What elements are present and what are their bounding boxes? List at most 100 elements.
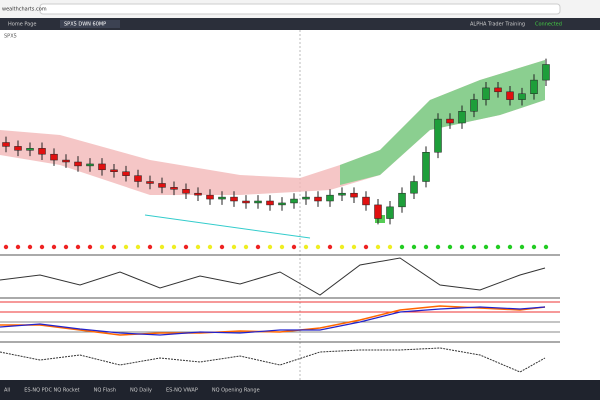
cloud-green [340, 60, 545, 185]
candle-body [122, 171, 130, 176]
candle-body [170, 187, 178, 190]
url: wealthcharts.com [2, 7, 47, 13]
signal-dot [351, 244, 357, 250]
bottom-tab[interactable]: All [4, 388, 10, 394]
signal-dot [195, 244, 201, 250]
candle-body [278, 202, 286, 206]
candle-body [386, 206, 394, 219]
signal-dot [111, 244, 117, 250]
signal-dot [435, 244, 441, 250]
signal-dot [423, 244, 429, 250]
bottom-tabs: All ES-NQ PDC NQ Rocket NQ Flash NQ Daily ES… [4, 388, 260, 394]
signal-dot [51, 244, 57, 250]
candle-body [38, 148, 46, 155]
signal-box [375, 215, 385, 223]
signal-dot [63, 244, 69, 250]
signal-dot [183, 244, 189, 250]
candle-body [446, 118, 454, 124]
signal-dot [399, 244, 405, 250]
candle-body [470, 99, 478, 112]
signal-dot [543, 244, 549, 250]
cloud-red [0, 60, 545, 195]
active-tab [60, 20, 120, 28]
bottom-tab[interactable]: ES-NQ VWAP [166, 388, 198, 394]
candle-body [14, 146, 22, 151]
signal-dot [291, 244, 297, 250]
toolbar [0, 18, 600, 30]
histogram-line [0, 347, 546, 373]
signal-dot [375, 244, 381, 250]
signal-dot [255, 244, 261, 250]
candle-body [542, 64, 550, 81]
signal-dot [159, 244, 165, 250]
candle-body [302, 196, 310, 200]
address-bar[interactable] [39, 3, 561, 15]
bottom-tab[interactable]: NQ Daily [130, 388, 152, 394]
bottom-bar [0, 380, 600, 400]
signal-dot [219, 244, 225, 250]
signal-dot [39, 244, 45, 250]
candle-body [398, 192, 406, 208]
candle-body [74, 161, 82, 167]
signal-dot [363, 244, 369, 250]
candle-body [98, 163, 106, 171]
status: Connected [535, 22, 562, 28]
bottom-tab[interactable]: ES-NQ PDC NQ Rocket [24, 388, 79, 394]
symbol: SPX5 [4, 34, 17, 40]
signal-dot [495, 244, 501, 250]
signal-dot [519, 244, 525, 250]
signal-dot [15, 244, 21, 250]
signal-dot [231, 244, 237, 250]
candle-body [2, 142, 10, 147]
signal-dot [267, 244, 273, 250]
candle-body [518, 93, 526, 100]
tab[interactable]: SPX5 DWN 60MP [64, 22, 106, 28]
candle-body [50, 153, 58, 161]
signal-dot [411, 244, 417, 250]
signal-dot [531, 244, 537, 250]
signal-dot [507, 244, 513, 250]
signal-dot [339, 244, 345, 250]
signal-dot [243, 244, 249, 250]
status: ALPHA Trader Training [470, 22, 525, 28]
signal-dot [447, 244, 453, 250]
candle-body [458, 111, 466, 124]
signal-dot [207, 244, 213, 250]
candle-body [218, 196, 226, 200]
candle-body [350, 192, 358, 198]
signal-dot [471, 244, 477, 250]
candle-body [314, 196, 322, 202]
signal-dot [327, 244, 333, 250]
candle-body [530, 79, 538, 94]
candle-body [182, 189, 190, 194]
candle-body [86, 163, 94, 167]
slow-line [0, 306, 546, 336]
candle-body [158, 183, 166, 188]
signal-dot [279, 244, 285, 250]
candle-body [230, 196, 238, 202]
oscillator [0, 257, 546, 296]
candle-body [290, 198, 298, 204]
bottom-tab[interactable]: NQ Flash [94, 388, 116, 394]
trendline [144, 214, 311, 239]
bottom-tab[interactable]: NQ Opening Range [212, 388, 260, 394]
candle-body [62, 159, 70, 163]
candle-body [362, 196, 370, 206]
signal-dot [3, 244, 9, 250]
signal-dot [459, 244, 465, 250]
signal-dot [147, 244, 153, 250]
tab[interactable]: Home Page [8, 22, 36, 28]
candle-body [374, 204, 382, 219]
candle-body [494, 87, 502, 93]
signal-dot [123, 244, 129, 250]
candle-body [254, 200, 262, 204]
signal-dot [171, 244, 177, 250]
candle-body [194, 192, 202, 196]
signal-dot [27, 244, 33, 250]
candle-body [266, 200, 274, 206]
candle-body [110, 169, 118, 173]
candle-body [206, 194, 214, 200]
signal-dot [87, 244, 93, 250]
signal-dot [75, 244, 81, 250]
candle-body [506, 91, 514, 100]
